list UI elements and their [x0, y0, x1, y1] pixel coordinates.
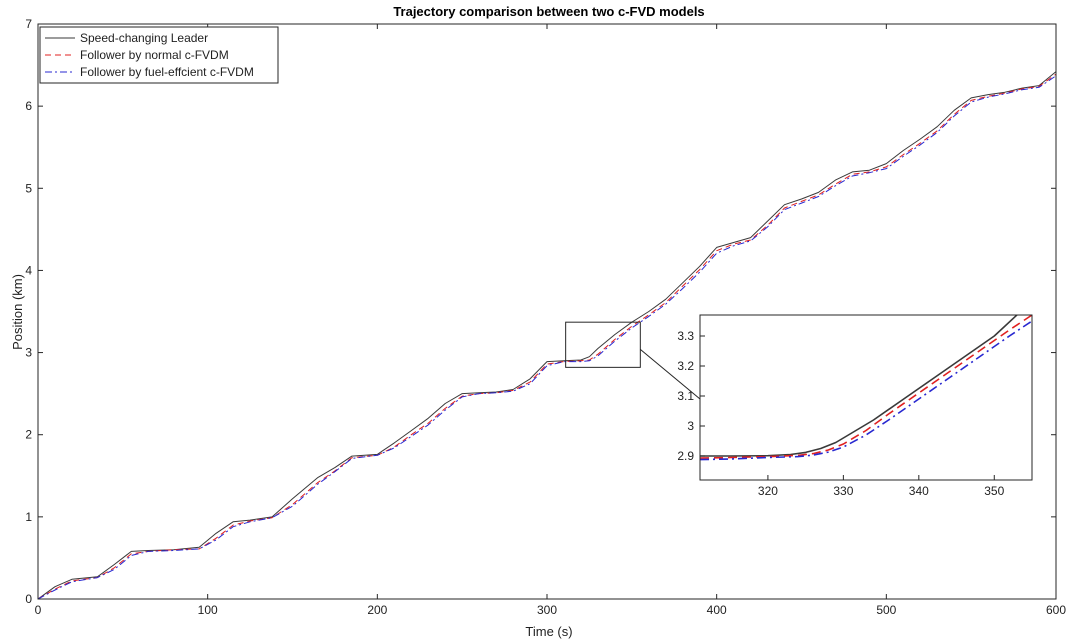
main-x-tick-label: 100: [198, 603, 218, 617]
main-x-tick-label: 0: [35, 603, 42, 617]
legend-entry-1: Speed-changing Leader: [80, 31, 208, 45]
main-y-tick-label: 7: [25, 17, 32, 31]
legend-entry-3: Follower by fuel-effcient c-FVDM: [80, 65, 254, 79]
inset-y-tick-label: 3.1: [677, 389, 694, 403]
main-y-tick-label: 1: [25, 510, 32, 524]
inset-y-tick-label: 2.9: [677, 449, 694, 463]
main-x-tick-label: 600: [1046, 603, 1066, 617]
main-series-3-line: [38, 75, 1056, 599]
inset-x-tick-label: 350: [984, 484, 1004, 498]
main-y-tick-label: 0: [25, 592, 32, 606]
legend-entry-2: Follower by normal c-FVDM: [80, 48, 229, 62]
inset-series-2-line: [700, 315, 1032, 459]
main-y-tick-label: 5: [25, 181, 32, 195]
main-series-1-line: [38, 71, 1056, 599]
inset-plot-area: 320 330 340 350 2.9 3 3.1 3.2 3.3: [677, 314, 1033, 498]
inset-y-tick-label: 3: [687, 419, 694, 433]
main-plot-area: 0 100 200 300 400 500 600 0 1 2 3 4 5 6 7: [25, 17, 1066, 617]
main-series-2-line: [38, 73, 1056, 599]
zoom-connector-line: [639, 348, 701, 400]
main-y-tick-label: 6: [25, 99, 32, 113]
inset-x-tick-label: 330: [833, 484, 853, 498]
inset-x-tick-label: 320: [758, 484, 778, 498]
inset-background: [700, 315, 1032, 480]
main-y-tick-label: 4: [25, 263, 32, 277]
inset-frame: [699, 314, 1033, 481]
inset-series-1-line: [700, 315, 1018, 457]
zoom-region-box: [565, 321, 641, 368]
main-x-tick-label: 200: [367, 603, 387, 617]
y-axis-label: Position (km): [10, 274, 25, 350]
chart-title: Trajectory comparison between two c-FVD …: [393, 4, 704, 19]
inset-x-tick-label: 340: [909, 484, 929, 498]
main-x-tick-label: 400: [707, 603, 727, 617]
inset-series-3-line: [700, 320, 1032, 461]
inset-y-tick-label: 3.2: [677, 359, 694, 373]
x-axis-label: Time (s): [525, 624, 572, 639]
main-x-tick-label: 300: [537, 603, 557, 617]
legend: Speed-changing Leader Follower by normal …: [39, 26, 279, 84]
main-y-tick-label: 3: [25, 346, 32, 360]
main-y-tick-label: 2: [25, 428, 32, 442]
legend-box: [39, 26, 279, 84]
main-x-tick-label: 500: [876, 603, 896, 617]
inset-y-tick-label: 3.3: [677, 329, 694, 343]
zoom-connector: [565, 321, 701, 400]
main-frame: [37, 23, 1057, 600]
